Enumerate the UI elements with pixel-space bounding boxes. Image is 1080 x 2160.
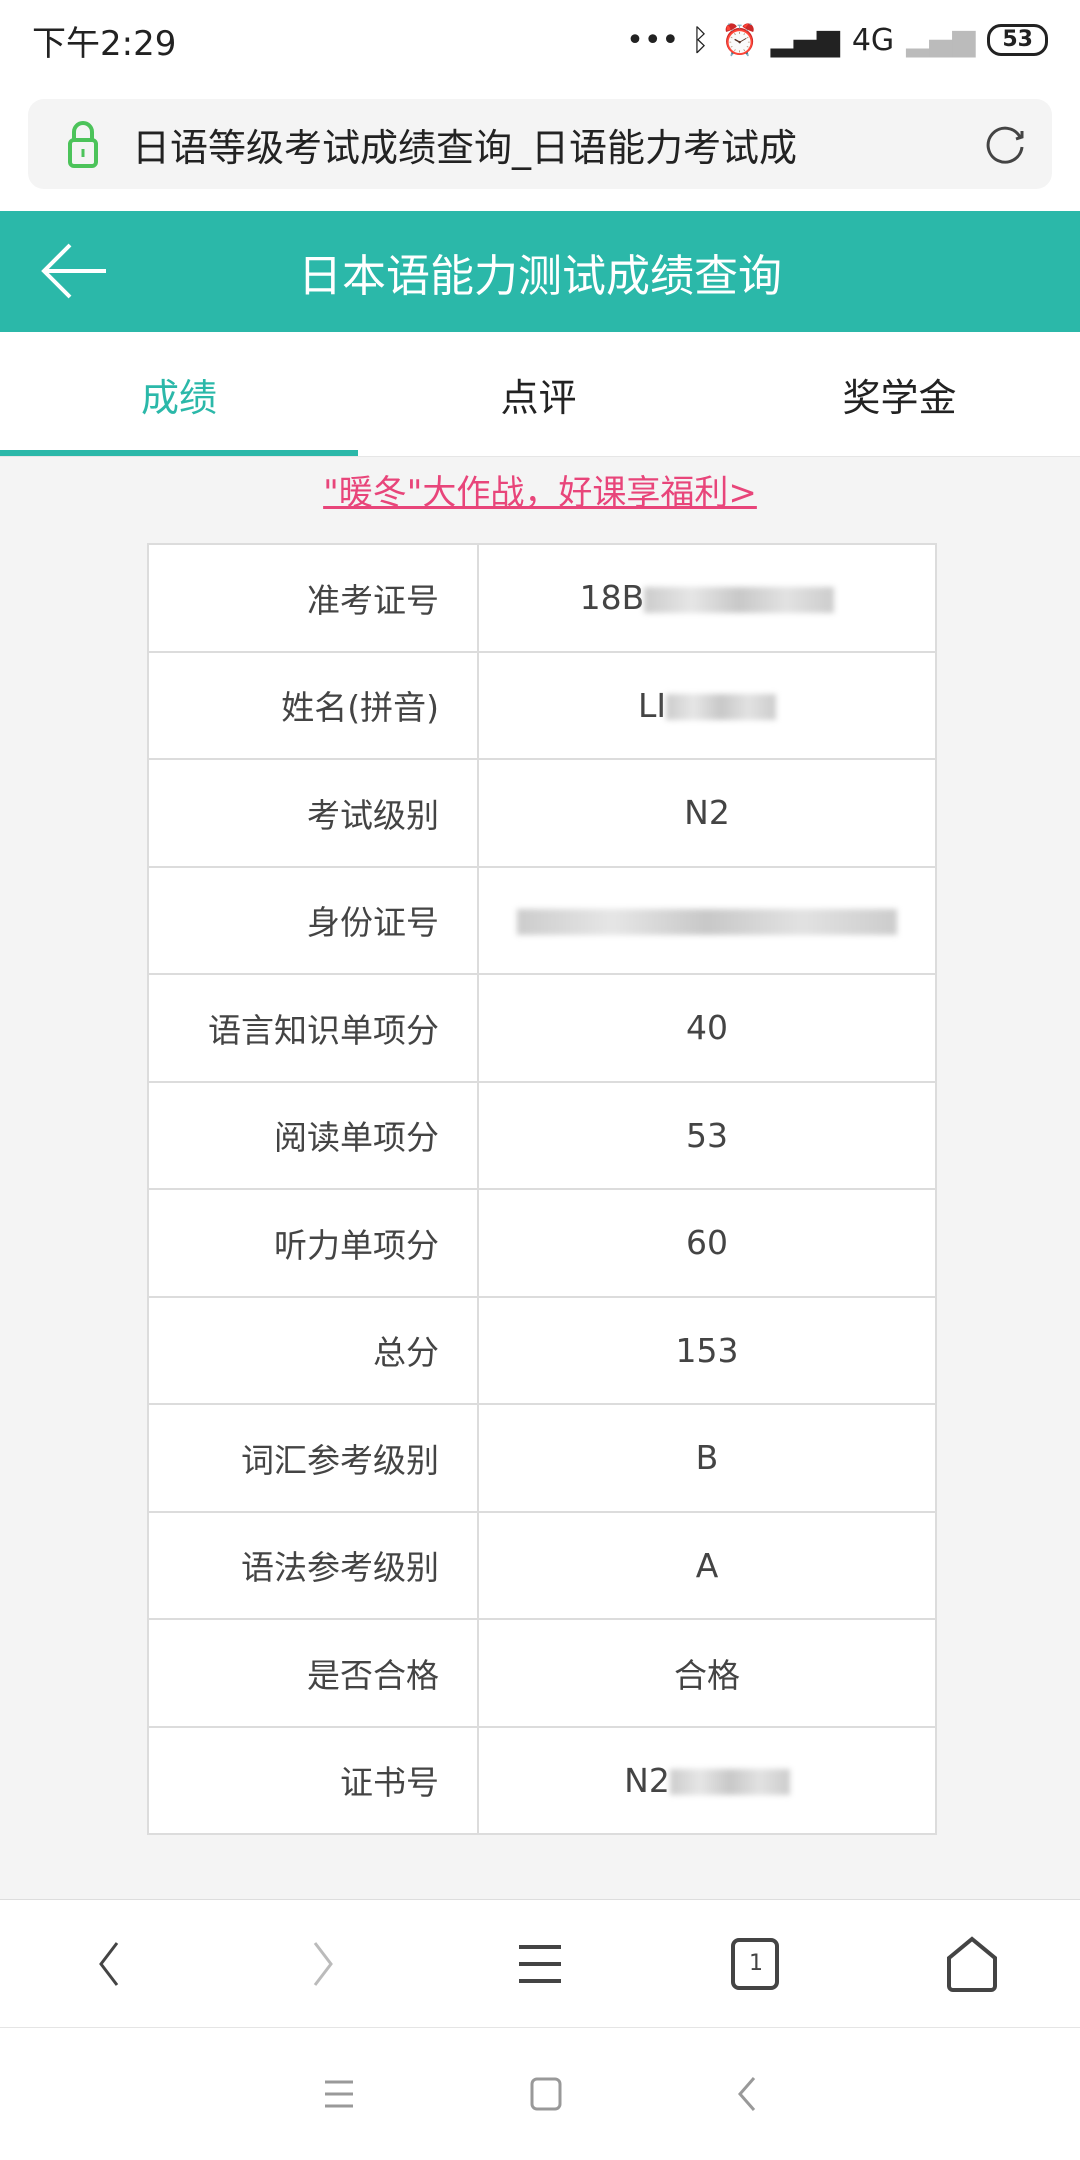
browser-forward-button[interactable] bbox=[284, 1924, 364, 2004]
row-label: 准考证号 bbox=[147, 543, 479, 653]
page-title: 日语等级考试成绩查询_日语能力考试成 bbox=[132, 125, 798, 170]
chevron-right-icon bbox=[313, 1941, 333, 1986]
home-button[interactable] bbox=[932, 1924, 1012, 2004]
results-table: 准考证号 18B 姓名(拼音) LI 考试级别 N2 身份证号 语言知识单项分 40 阅读单项分 5… bbox=[147, 543, 937, 1835]
table-row: 语言知识单项分 40 bbox=[147, 973, 937, 1083]
row-value: LI bbox=[477, 650, 937, 760]
row-value: 18B bbox=[477, 543, 937, 653]
tab-scores[interactable]: 成绩 bbox=[0, 332, 358, 456]
tab-count: 1 bbox=[749, 1951, 763, 1976]
table-row: 听力单项分 60 bbox=[147, 1188, 937, 1298]
row-label: 证书号 bbox=[147, 1725, 479, 1835]
battery-icon: 53 bbox=[987, 24, 1048, 56]
back-nav-icon[interactable] bbox=[737, 2076, 757, 2112]
back-arrow-icon[interactable] bbox=[40, 241, 110, 301]
row-value: 合格 bbox=[477, 1618, 937, 1728]
tab-scholarship[interactable]: 奖学金 bbox=[842, 375, 957, 420]
value-text: 合格 bbox=[674, 1655, 740, 1695]
table-row: 身份证号 bbox=[147, 865, 937, 975]
table-row: 姓名(拼音) LI bbox=[147, 650, 937, 760]
row-label: 身份证号 bbox=[147, 865, 479, 975]
row-label: 词汇参考级别 bbox=[147, 1403, 479, 1513]
system-nav-bar bbox=[0, 2028, 1080, 2160]
row-value: B bbox=[477, 1403, 937, 1513]
header-title: 日本语能力测试成绩查询 bbox=[298, 250, 782, 302]
row-value: N2 bbox=[477, 758, 937, 868]
row-value: 153 bbox=[477, 1295, 937, 1405]
row-label: 语言知识单项分 bbox=[147, 973, 479, 1083]
value-text: 40 bbox=[686, 1008, 728, 1048]
value-text: B bbox=[695, 1438, 719, 1478]
recents-icon[interactable] bbox=[323, 2079, 355, 2109]
network-type: 4G bbox=[851, 22, 895, 58]
value-text: LI bbox=[637, 685, 667, 725]
value-text: A bbox=[695, 1545, 719, 1585]
more-icon: ••• bbox=[626, 22, 680, 58]
row-value bbox=[477, 865, 937, 975]
table-row: 语法参考级别 A bbox=[147, 1510, 937, 1620]
row-value: N2 bbox=[477, 1725, 937, 1835]
menu-icon bbox=[519, 1944, 561, 1983]
tabs-button[interactable]: 1 bbox=[716, 1924, 796, 2004]
table-row: 考试级别 N2 bbox=[147, 758, 937, 868]
redacted-value bbox=[517, 909, 897, 936]
status-bar: 下午2:29 ••• ᛒ ⏰ ▂▄▆ 4G ▂▄▆ 53 bbox=[0, 0, 1080, 80]
row-label: 考试级别 bbox=[147, 758, 479, 868]
table-row: 是否合格 合格 bbox=[147, 1618, 937, 1728]
row-value: 40 bbox=[477, 973, 937, 1083]
chevron-left-icon bbox=[99, 1941, 119, 1986]
tabs-icon bbox=[731, 1937, 779, 1990]
home-nav-icon[interactable] bbox=[530, 2077, 562, 2111]
browser-back-button[interactable] bbox=[68, 1924, 148, 2004]
alarm-icon: ⏰ bbox=[721, 22, 759, 58]
row-label: 姓名(拼音) bbox=[147, 650, 479, 760]
signal-empty-icon: ▂▄▆ bbox=[906, 22, 976, 58]
browser-toolbar: 1 bbox=[0, 1899, 1080, 2028]
status-time: 下午2:29 bbox=[32, 23, 177, 64]
row-label: 听力单项分 bbox=[147, 1188, 479, 1298]
redacted-value bbox=[669, 1769, 790, 1796]
value-text: N2 bbox=[624, 1760, 670, 1800]
redacted-value bbox=[666, 694, 777, 721]
value-text: 153 bbox=[675, 1330, 739, 1370]
table-row: 阅读单项分 53 bbox=[147, 1080, 937, 1190]
value-text: 60 bbox=[686, 1223, 728, 1263]
table-row: 准考证号 18B bbox=[147, 543, 937, 653]
lock-icon bbox=[68, 121, 98, 168]
table-row: 证书号 N2 bbox=[147, 1725, 937, 1835]
bluetooth-icon: ᛒ bbox=[691, 22, 710, 58]
signal-icon: ▂▄▆ bbox=[770, 22, 840, 58]
row-value: 53 bbox=[477, 1080, 937, 1190]
tab-review[interactable]: 点评 bbox=[500, 375, 577, 420]
row-label: 是否合格 bbox=[147, 1618, 479, 1728]
tab-bar: 成绩 点评 奖学金 bbox=[0, 332, 1080, 457]
value-text: 53 bbox=[686, 1115, 728, 1155]
row-label: 阅读单项分 bbox=[147, 1080, 479, 1190]
row-label: 总分 bbox=[147, 1295, 479, 1405]
refresh-icon[interactable] bbox=[982, 121, 1028, 167]
row-value: 60 bbox=[477, 1188, 937, 1298]
redacted-value bbox=[644, 586, 835, 613]
value-text: 18B bbox=[579, 578, 645, 618]
value-text: N2 bbox=[684, 793, 730, 833]
promo-link[interactable]: "暖冬"大作战，好课享福利> bbox=[323, 473, 757, 513]
table-row: 词汇参考级别 B bbox=[147, 1403, 937, 1513]
row-value: A bbox=[477, 1510, 937, 1620]
app-header: 日本语能力测试成绩查询 bbox=[0, 211, 1080, 332]
address-bar[interactable]: 日语等级考试成绩查询_日语能力考试成 bbox=[28, 99, 1052, 189]
menu-button[interactable] bbox=[500, 1924, 580, 2004]
row-label: 语法参考级别 bbox=[147, 1510, 479, 1620]
home-icon bbox=[947, 1935, 997, 1992]
table-row: 总分 153 bbox=[147, 1295, 937, 1405]
